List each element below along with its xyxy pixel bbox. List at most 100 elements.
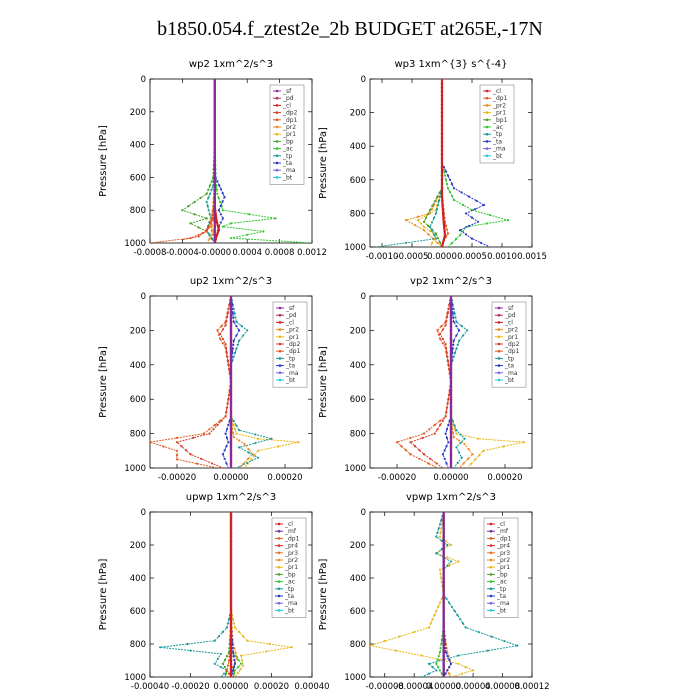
series-point-dp2 <box>180 445 183 448</box>
series-point-dp2 <box>446 402 449 405</box>
legend-marker <box>489 587 493 591</box>
series-point-sf <box>229 363 233 366</box>
legend-label: _ac <box>284 579 295 586</box>
series-point-tp <box>436 203 440 207</box>
series-point-cl <box>229 626 233 629</box>
series-point-ac <box>440 672 443 675</box>
series-point-mf <box>442 618 445 621</box>
series-point-mf <box>442 659 445 662</box>
series-point-cl <box>440 191 444 194</box>
legend-label: _ac <box>492 124 503 131</box>
series-point-mf <box>442 527 445 530</box>
x-tick-label: 0.00020 <box>254 682 289 692</box>
series-point-ac <box>485 222 489 225</box>
legend-label: _dp1 <box>496 535 512 542</box>
legend-marker <box>278 306 282 310</box>
series-point-tp <box>477 630 480 634</box>
series-point-pr1 <box>474 458 477 461</box>
series-point-dp1 <box>409 453 412 456</box>
series-point-cl <box>229 527 233 530</box>
series-point-pr1 <box>236 672 239 675</box>
series-point-sf <box>229 307 233 310</box>
series-point-dp2 <box>175 441 179 444</box>
series-point-ta <box>225 445 228 448</box>
series-point-sf <box>229 325 233 328</box>
series-point-dp1 <box>439 337 442 341</box>
series-point-ta <box>232 343 235 346</box>
series-point-dp1 <box>219 337 222 341</box>
series-point-dp2 <box>197 235 200 238</box>
series-point-mf <box>442 593 445 596</box>
y-tick-label: 800 <box>130 640 146 650</box>
series-point-ta <box>441 453 444 456</box>
series-point-cl <box>441 204 444 207</box>
legend-marker <box>275 104 279 107</box>
series-point-bp1 <box>433 200 436 203</box>
series-point-sf <box>213 127 216 130</box>
series-point-ta <box>448 666 451 669</box>
chart-panel-2: wp3 1xm^{3} s^{-4} Pressure [hPa] 0 200 400 6… <box>318 59 547 262</box>
series-point-sf <box>229 376 233 379</box>
series-point-tp <box>225 626 229 629</box>
series-point-sf <box>229 458 233 461</box>
series-point-sf <box>449 296 453 298</box>
series-point-pr2 <box>247 457 250 460</box>
series-point-mf <box>442 597 445 600</box>
series-point-dp2 <box>446 315 449 318</box>
series-point-sf <box>213 164 216 167</box>
series-point-sf <box>449 449 453 452</box>
series-point-sf <box>449 406 453 409</box>
series-point-pr2 <box>413 224 417 227</box>
series-point-tp <box>227 618 231 621</box>
series-point-tp <box>448 601 451 604</box>
series-point-mf <box>442 572 445 575</box>
series-point-sf <box>229 406 233 409</box>
series-point-sf <box>213 102 216 105</box>
legend-marker <box>489 522 493 526</box>
series-point-dp1 <box>202 432 206 435</box>
legend-marker <box>278 364 282 367</box>
series-point-cl <box>440 115 444 118</box>
series-point-sf <box>229 350 233 353</box>
series-point-bp <box>193 213 196 216</box>
series-point-cl <box>229 543 233 547</box>
series-point-tp <box>460 456 463 459</box>
legend-label: _ma <box>496 600 510 607</box>
series-point-sf <box>229 445 233 448</box>
y-tick-label: 400 <box>130 141 146 151</box>
legend-label: _pr3 <box>496 550 510 557</box>
series-point-ta <box>221 453 224 456</box>
legend-label: _dp1 <box>492 95 508 102</box>
legend-marker <box>277 529 281 533</box>
legend-marker <box>277 573 281 576</box>
series-point-sf <box>229 372 233 375</box>
legend-marker <box>485 111 489 114</box>
series-point-cl <box>443 237 446 240</box>
series-point-tp <box>208 192 212 195</box>
series-point-pr1 <box>429 622 432 625</box>
series-point-ac <box>445 182 449 186</box>
y-tick-label: 400 <box>350 142 366 152</box>
series-point-tp <box>459 441 462 445</box>
series-point-pr1 <box>232 622 236 625</box>
series-point-tp <box>464 626 467 629</box>
series-point-ac <box>218 200 222 204</box>
series-point-sf <box>449 329 453 332</box>
series-point-tp <box>453 312 456 315</box>
series-point-pr1 <box>502 445 505 448</box>
y-tick-label: 1000 <box>124 239 146 249</box>
series-point-ac <box>458 234 462 237</box>
series-point-tp <box>233 351 237 354</box>
series-point-tp <box>503 640 506 643</box>
series-point-dp2 <box>226 355 229 358</box>
series-point-pr1 <box>464 666 467 669</box>
legend-label: _ma <box>282 167 296 174</box>
series-group <box>159 512 293 677</box>
x-tick-label: -0.0005 <box>396 252 429 262</box>
series-point-cl <box>440 195 444 198</box>
series-point-sf <box>449 419 453 422</box>
series-point-dp2 <box>226 402 229 405</box>
series-point-tp <box>456 343 459 346</box>
legend-marker <box>489 601 493 605</box>
series-point-sf <box>449 462 453 465</box>
